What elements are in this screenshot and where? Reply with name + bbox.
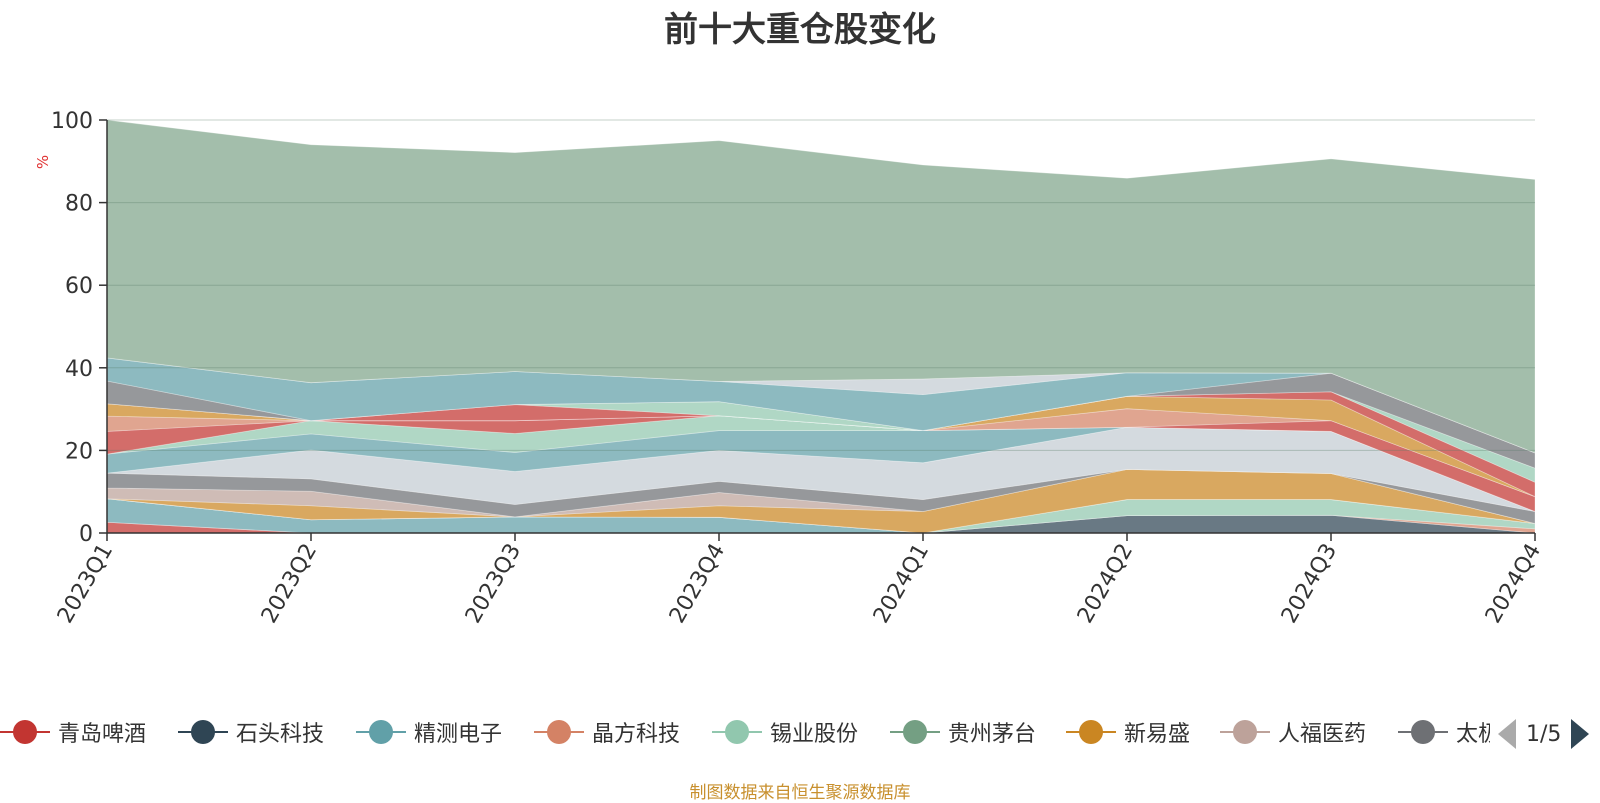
- legend-label: 石头科技: [236, 722, 325, 747]
- legend-marker-icon: [712, 717, 762, 747]
- legend-dot: [1411, 720, 1435, 744]
- legend-item[interactable]: 锡业股份: [712, 712, 858, 752]
- legend-dot: [1079, 720, 1103, 744]
- legend-item[interactable]: 石头科技: [178, 712, 324, 752]
- legend-item[interactable]: 青岛啤酒: [0, 712, 146, 752]
- legend-label: 晶方科技: [592, 722, 681, 747]
- legend-prev-icon[interactable]: [1498, 719, 1516, 749]
- legend-next-icon[interactable]: [1571, 719, 1590, 749]
- legend-item[interactable]: 太极实业: [1398, 712, 1490, 752]
- legend-label: 精测电子: [414, 722, 503, 747]
- legend-label: 人福医药: [1278, 722, 1367, 747]
- legend-item[interactable]: 新易盛: [1066, 712, 1190, 752]
- legend-item[interactable]: 晶方科技: [534, 712, 680, 752]
- legend-item[interactable]: 人福医药: [1220, 712, 1366, 752]
- y-tick-label: 0: [79, 522, 93, 547]
- legend-dot: [547, 720, 571, 744]
- legend-dot: [725, 720, 749, 744]
- legend-label: 太极实业: [1456, 722, 1490, 747]
- y-axis-label: %: [34, 155, 52, 169]
- legend-label: 新易盛: [1124, 722, 1191, 747]
- legend-marker-icon: [0, 717, 50, 747]
- x-tick-label: 2024Q2: [1073, 540, 1138, 628]
- x-tick-label: 2023Q1: [53, 540, 118, 628]
- legend-dot: [903, 720, 927, 744]
- x-tick-label: 2024Q3: [1277, 540, 1342, 628]
- legend: 青岛啤酒 石头科技 精测电子 晶方科技 锡业股份 贵州茅台 新易盛 人福医药 太极实业: [0, 712, 1490, 752]
- legend-dot: [369, 720, 393, 744]
- y-tick-label: 100: [51, 109, 93, 134]
- legend-marker-icon: [356, 717, 406, 747]
- legend-pager: 1/5: [1498, 716, 1590, 752]
- y-tick-label: 60: [65, 274, 93, 299]
- legend-marker-icon: [1066, 717, 1116, 747]
- x-tick-label: 2024Q1: [869, 540, 934, 628]
- grid-layer: [107, 119, 1535, 451]
- y-tick-label: 80: [65, 192, 93, 217]
- legend-marker-icon: [890, 717, 940, 747]
- legend-label: 锡业股份: [770, 722, 859, 747]
- legend-item[interactable]: 精测电子: [356, 712, 502, 752]
- legend-label: 贵州茅台: [948, 722, 1037, 747]
- legend-item[interactable]: 贵州茅台: [890, 712, 1036, 752]
- area-layer: [106, 119, 1536, 534]
- x-tick-label: 2023Q4: [665, 540, 730, 628]
- x-tick-label: 2024Q4: [1481, 540, 1546, 628]
- legend-marker-icon: [178, 717, 228, 747]
- stacked-area-chart: 0 20 40 60 80 100 2023Q1 2023Q2 2023Q3 2023Q4 2024…: [34, 109, 1546, 628]
- legend-label: 青岛啤酒: [58, 722, 147, 747]
- legend-marker-icon: [1220, 717, 1270, 747]
- legend-dot: [13, 720, 37, 744]
- area-series-16: [106, 391, 1536, 483]
- y-tick-label: 20: [65, 439, 93, 464]
- source-note: 制图数据来自恒生聚源数据库: [689, 783, 911, 803]
- area-series-10: [106, 426, 1536, 512]
- y-tick-label: 40: [65, 357, 93, 382]
- legend-dot: [1233, 720, 1257, 744]
- legend-marker-icon: [534, 717, 584, 747]
- x-tick-label: 2023Q2: [257, 540, 322, 628]
- legend-dot: [191, 720, 215, 744]
- chart-title: 前十大重仓股变化: [664, 10, 936, 50]
- x-tick-label: 2023Q3: [461, 540, 526, 628]
- area-series-20: [106, 119, 1536, 454]
- legend-page-indicator: 1/5: [1526, 721, 1562, 747]
- legend-marker-icon: [1398, 717, 1448, 747]
